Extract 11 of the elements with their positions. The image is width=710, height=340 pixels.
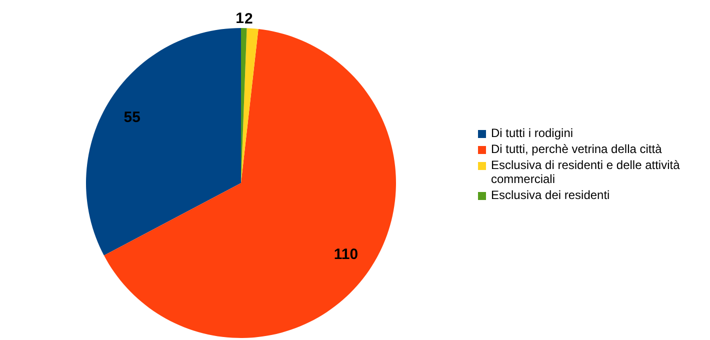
legend-label: Esclusiva di residenti e delle attività commerciali — [491, 158, 681, 186]
data-label: 55 — [124, 108, 140, 126]
legend-label: Esclusiva dei residenti — [491, 188, 610, 202]
legend-label: Di tutti, perchè vetrina della città — [491, 142, 662, 156]
pie-slice — [86, 28, 241, 256]
legend-label: Di tutti i rodigini — [491, 126, 574, 140]
data-label: 110 — [334, 246, 358, 264]
data-label: 1 — [236, 10, 244, 28]
pie-slice — [104, 28, 396, 338]
data-label: 2 — [244, 10, 253, 28]
pie-slice — [241, 28, 258, 183]
